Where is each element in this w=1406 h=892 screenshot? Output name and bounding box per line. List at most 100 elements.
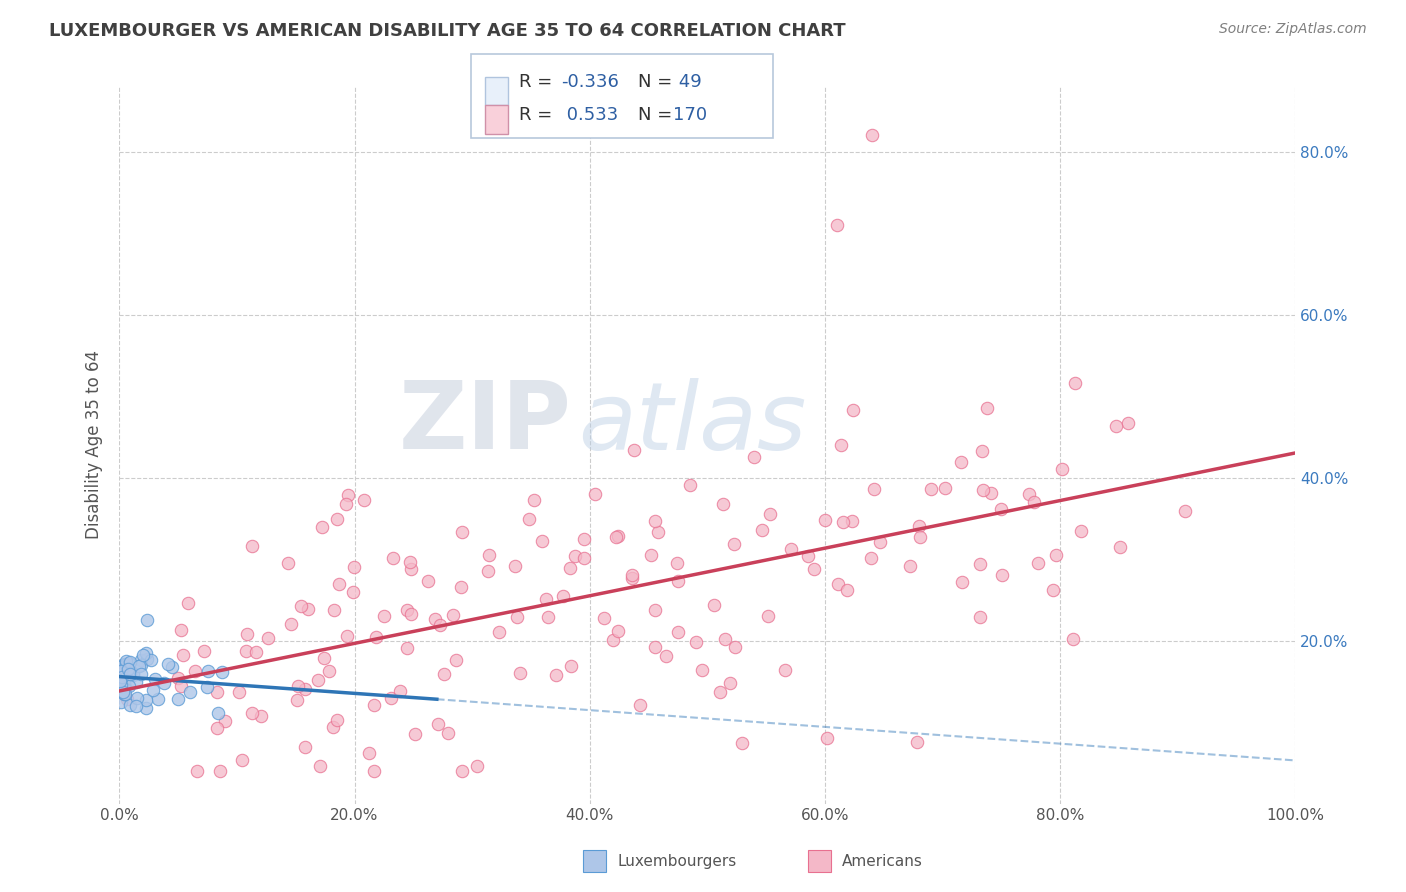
Point <box>135 613 157 627</box>
Text: Americans: Americans <box>842 854 924 869</box>
Point <box>797 549 820 563</box>
Point <box>382 550 405 565</box>
Point <box>290 599 312 613</box>
Point <box>166 671 188 685</box>
Point <box>534 591 557 606</box>
Point <box>859 550 882 565</box>
Point <box>160 659 183 673</box>
Point <box>240 706 263 721</box>
Point <box>607 624 630 638</box>
Point <box>860 128 883 143</box>
Point <box>837 582 859 597</box>
Text: LUXEMBOURGER VS AMERICAN DISABILITY AGE 35 TO 64 CORRELATION CHART: LUXEMBOURGER VS AMERICAN DISABILITY AGE … <box>49 22 846 40</box>
Point <box>167 692 190 706</box>
Point <box>245 645 267 659</box>
Point <box>110 660 132 674</box>
Point <box>125 675 148 690</box>
Point <box>465 759 488 773</box>
Point <box>862 482 884 496</box>
Point <box>117 662 139 676</box>
Point <box>287 693 309 707</box>
Point <box>294 739 316 754</box>
Point <box>478 548 501 562</box>
Point <box>898 559 921 574</box>
Point <box>135 701 157 715</box>
Point <box>118 657 141 671</box>
Point <box>544 667 567 681</box>
Point <box>503 558 526 573</box>
Text: R =: R = <box>519 105 558 123</box>
Point <box>322 720 344 734</box>
Point <box>207 721 229 735</box>
Text: ZIP: ZIP <box>399 377 572 469</box>
Point <box>353 493 375 508</box>
Point <box>240 539 263 553</box>
Point <box>506 610 529 624</box>
Point <box>1052 462 1074 476</box>
Point <box>1045 548 1067 562</box>
Point <box>114 682 136 697</box>
Point <box>644 514 666 528</box>
Point <box>110 678 132 692</box>
Point <box>250 709 273 723</box>
Point <box>231 753 253 767</box>
Point <box>969 610 991 624</box>
Text: atlas: atlas <box>578 378 806 469</box>
Point <box>1070 524 1092 538</box>
Point <box>114 674 136 689</box>
Point <box>920 482 942 496</box>
Point <box>112 657 135 671</box>
Point <box>666 557 689 571</box>
Point <box>125 698 148 713</box>
Point <box>398 555 420 569</box>
Point <box>211 665 233 679</box>
Point <box>530 534 553 549</box>
Point <box>418 574 440 589</box>
Text: N =: N = <box>638 105 678 123</box>
Text: R =: R = <box>519 73 558 91</box>
Point <box>177 596 200 610</box>
Point <box>623 443 645 458</box>
Point <box>207 706 229 720</box>
Point <box>980 485 1002 500</box>
Point <box>450 524 472 539</box>
Point <box>756 609 779 624</box>
Point <box>723 537 745 551</box>
Point <box>950 575 973 590</box>
Point <box>436 726 458 740</box>
Point <box>842 402 865 417</box>
Point <box>560 658 582 673</box>
Point <box>444 653 467 667</box>
Point <box>1105 418 1128 433</box>
Point <box>1116 417 1139 431</box>
Point <box>426 716 449 731</box>
Point <box>117 692 139 706</box>
Point <box>711 496 734 510</box>
Text: Luxembourgers: Luxembourgers <box>617 854 737 869</box>
Point <box>1062 632 1084 647</box>
Point <box>235 644 257 658</box>
Point <box>110 674 132 689</box>
Point <box>179 685 201 699</box>
Point <box>551 589 574 603</box>
Point <box>328 576 350 591</box>
Point <box>280 616 302 631</box>
Point <box>115 657 138 672</box>
Point <box>186 764 208 778</box>
Point <box>343 560 366 574</box>
Point <box>170 623 193 637</box>
Point <box>193 644 215 658</box>
Point <box>825 218 848 232</box>
Point <box>655 648 678 663</box>
Point <box>742 450 765 465</box>
Point <box>205 685 228 699</box>
Point <box>114 687 136 701</box>
Point <box>110 665 132 679</box>
Point <box>990 501 1012 516</box>
Text: -0.336: -0.336 <box>561 73 619 91</box>
Point <box>136 652 159 666</box>
Point <box>477 564 499 578</box>
Y-axis label: Disability Age 35 to 64: Disability Age 35 to 64 <box>86 351 103 540</box>
Point <box>135 646 157 660</box>
Point <box>905 735 928 749</box>
